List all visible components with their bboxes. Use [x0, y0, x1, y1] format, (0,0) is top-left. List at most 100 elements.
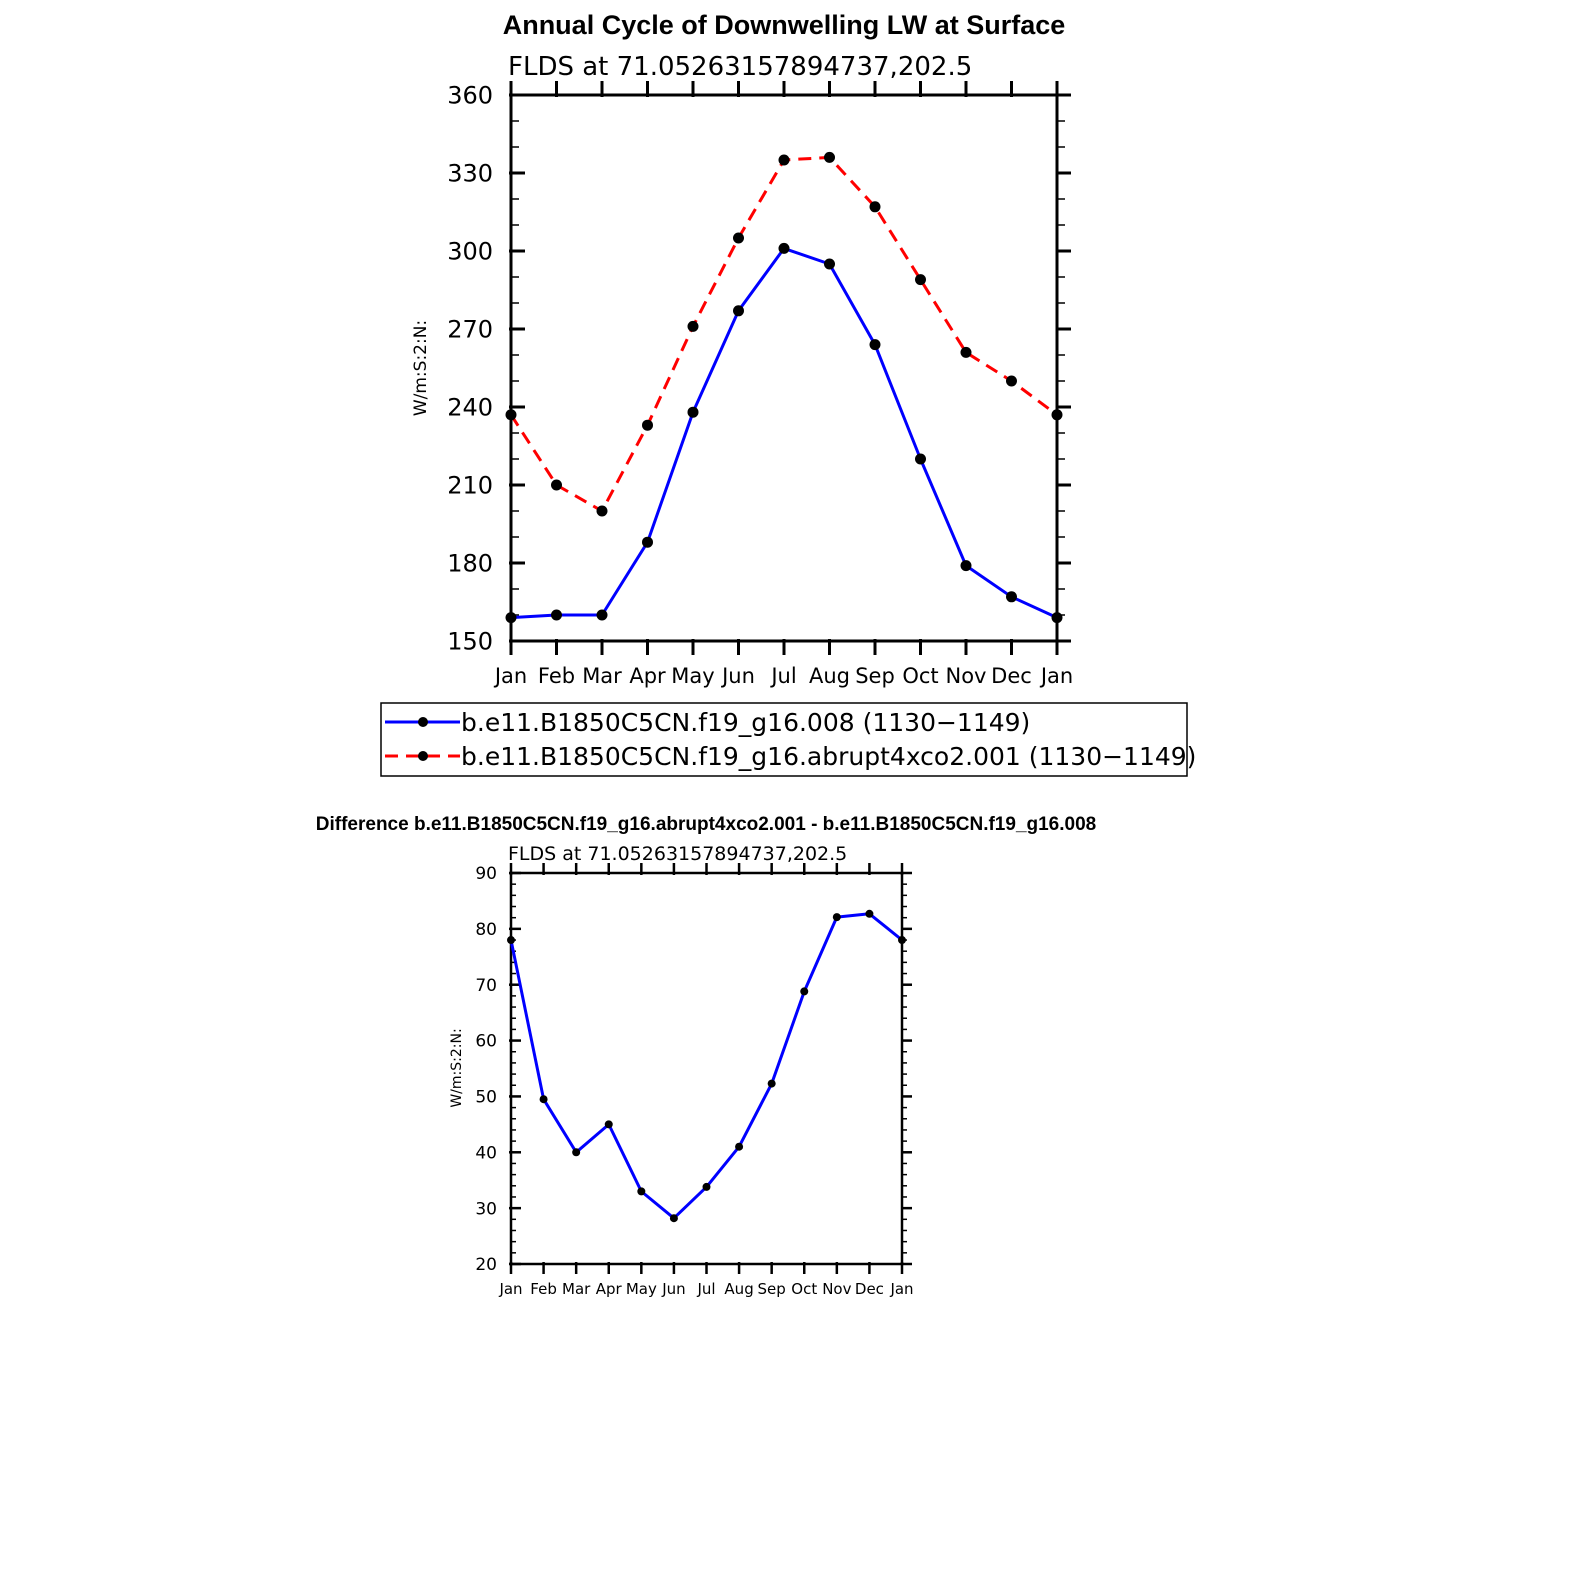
- data-point: [1006, 591, 1017, 603]
- data-point: [898, 936, 906, 945]
- x-tick-label: May: [671, 664, 714, 688]
- x-tick-label: Apr: [596, 1280, 623, 1298]
- data-point: [669, 1214, 678, 1223]
- x-tick-label: Jan: [889, 1280, 913, 1298]
- axis-ticks: [509, 863, 912, 1274]
- x-tick-label: Sep: [758, 1280, 786, 1298]
- legend-label-control: b.e11.B1850C5CN.f19_g16.008 (1130−1149): [461, 708, 1030, 737]
- data-point: [505, 612, 517, 624]
- data-point: [800, 987, 809, 996]
- chart-subtitle: FLDS at 71.05263157894737,202.5: [508, 52, 972, 82]
- x-tick-label: Jan: [498, 1280, 522, 1298]
- data-point: [1051, 409, 1063, 421]
- data-point: [960, 346, 972, 358]
- x-tick-labels: Jan Feb Mar Apr May Jun Jul Aug Sep Oct Nov Dec Jan: [498, 1280, 913, 1298]
- x-tick-label: Feb: [530, 1280, 557, 1298]
- x-tick-label: Oct: [902, 664, 938, 688]
- y-tick-label: 70: [475, 976, 497, 996]
- plot-frame: [509, 93, 1059, 643]
- y-tick-label: 270: [447, 316, 493, 344]
- x-tick-labels: Jan Feb Mar Apr May Jun Jul Aug Sep Oct Nov Dec Jan: [493, 664, 1073, 688]
- data-point: [735, 1142, 744, 1151]
- y-tick-label: 150: [447, 628, 493, 656]
- x-tick-label: Mar: [582, 664, 622, 688]
- annual-cycle-panel: Annual Cycle of Downwelling LW at Surfac…: [380, 10, 1196, 777]
- data-point: [702, 1182, 711, 1191]
- data-point: [687, 406, 699, 418]
- x-tick-label: Apr: [629, 664, 666, 688]
- x-tick-label: Jan: [1039, 664, 1073, 688]
- x-tick-label: Jul: [769, 664, 796, 688]
- x-tick-label: May: [626, 1280, 657, 1298]
- legend-marker-control: [418, 717, 428, 727]
- x-tick-label: Dec: [991, 664, 1032, 688]
- data-point: [767, 1079, 776, 1088]
- data-point: [596, 609, 608, 621]
- data-point: [642, 536, 653, 548]
- legend: b.e11.B1850C5CN.f19_g16.008 (1130−1149) …: [380, 702, 1196, 777]
- series-group: [507, 909, 906, 1223]
- data-point: [832, 913, 841, 922]
- x-tick-label: Aug: [724, 1280, 753, 1298]
- series-line: [509, 912, 903, 1220]
- data-point: [1051, 612, 1063, 624]
- x-tick-label: Jan: [493, 664, 527, 688]
- series-group: [505, 151, 1063, 624]
- x-tick-label: Nov: [946, 664, 987, 688]
- data-point: [604, 1120, 613, 1129]
- series-line: [509, 155, 1058, 513]
- x-tick-label: Aug: [809, 664, 850, 688]
- y-tick-label: 300: [447, 238, 493, 266]
- legend-marker-experiment: [418, 751, 428, 761]
- y-tick-label: 40: [475, 1143, 497, 1163]
- y-tick-label: 20: [475, 1255, 497, 1275]
- x-tick-label: Jun: [720, 664, 755, 688]
- chart-subtitle: FLDS at 71.05263157894737,202.5: [508, 843, 847, 865]
- x-tick-label: Jun: [661, 1280, 685, 1298]
- y-axis-label: W/m:S:2:N:: [411, 320, 431, 416]
- y-tick-label: 90: [475, 864, 497, 884]
- data-point: [551, 609, 562, 621]
- data-point: [572, 1148, 581, 1157]
- data-point: [596, 505, 608, 517]
- x-tick-label: Sep: [855, 664, 895, 688]
- y-axis-label: W/m:S:2:N:: [449, 1028, 465, 1107]
- data-point: [1006, 375, 1017, 387]
- x-tick-label: Feb: [538, 664, 575, 688]
- data-point: [960, 560, 972, 572]
- x-tick-label: Nov: [822, 1280, 851, 1298]
- data-point: [915, 453, 926, 465]
- y-tick-label: 30: [475, 1199, 497, 1219]
- data-point: [637, 1187, 646, 1196]
- data-point: [915, 274, 926, 286]
- y-tick-labels: 20 30 40 50 60 70 80 90: [475, 864, 497, 1275]
- y-tick-label: 360: [447, 82, 493, 110]
- x-tick-label: Jul: [696, 1280, 715, 1298]
- data-point: [539, 1095, 548, 1104]
- y-tick-labels: 150 180 210 240 270 300 330 360: [447, 82, 493, 656]
- x-tick-label: Oct: [791, 1280, 817, 1298]
- difference-panel: Difference b.e11.B1850C5CN.f19_g16.abrup…: [316, 814, 1096, 1298]
- data-point: [505, 409, 517, 421]
- y-tick-label: 210: [447, 472, 493, 500]
- legend-box: [380, 702, 1188, 777]
- y-tick-label: 80: [475, 920, 497, 940]
- chart-title: Annual Cycle of Downwelling LW at Surfac…: [503, 10, 1066, 40]
- y-tick-label: 60: [475, 1032, 497, 1052]
- x-tick-label: Dec: [855, 1280, 884, 1298]
- series-line: [510, 246, 1058, 620]
- data-point: [778, 154, 790, 166]
- chart-title: Difference b.e11.B1850C5CN.f19_g16.abrup…: [316, 814, 1096, 835]
- y-tick-label: 50: [475, 1088, 497, 1108]
- data-point: [869, 339, 881, 351]
- data-point: [551, 479, 562, 491]
- y-tick-label: 240: [447, 394, 493, 422]
- data-point: [687, 320, 699, 332]
- data-point: [507, 936, 515, 945]
- data-point: [642, 419, 653, 431]
- plot-frame: [509, 871, 904, 1266]
- data-point: [824, 151, 835, 163]
- y-tick-label: 180: [447, 550, 493, 578]
- data-point: [869, 201, 881, 213]
